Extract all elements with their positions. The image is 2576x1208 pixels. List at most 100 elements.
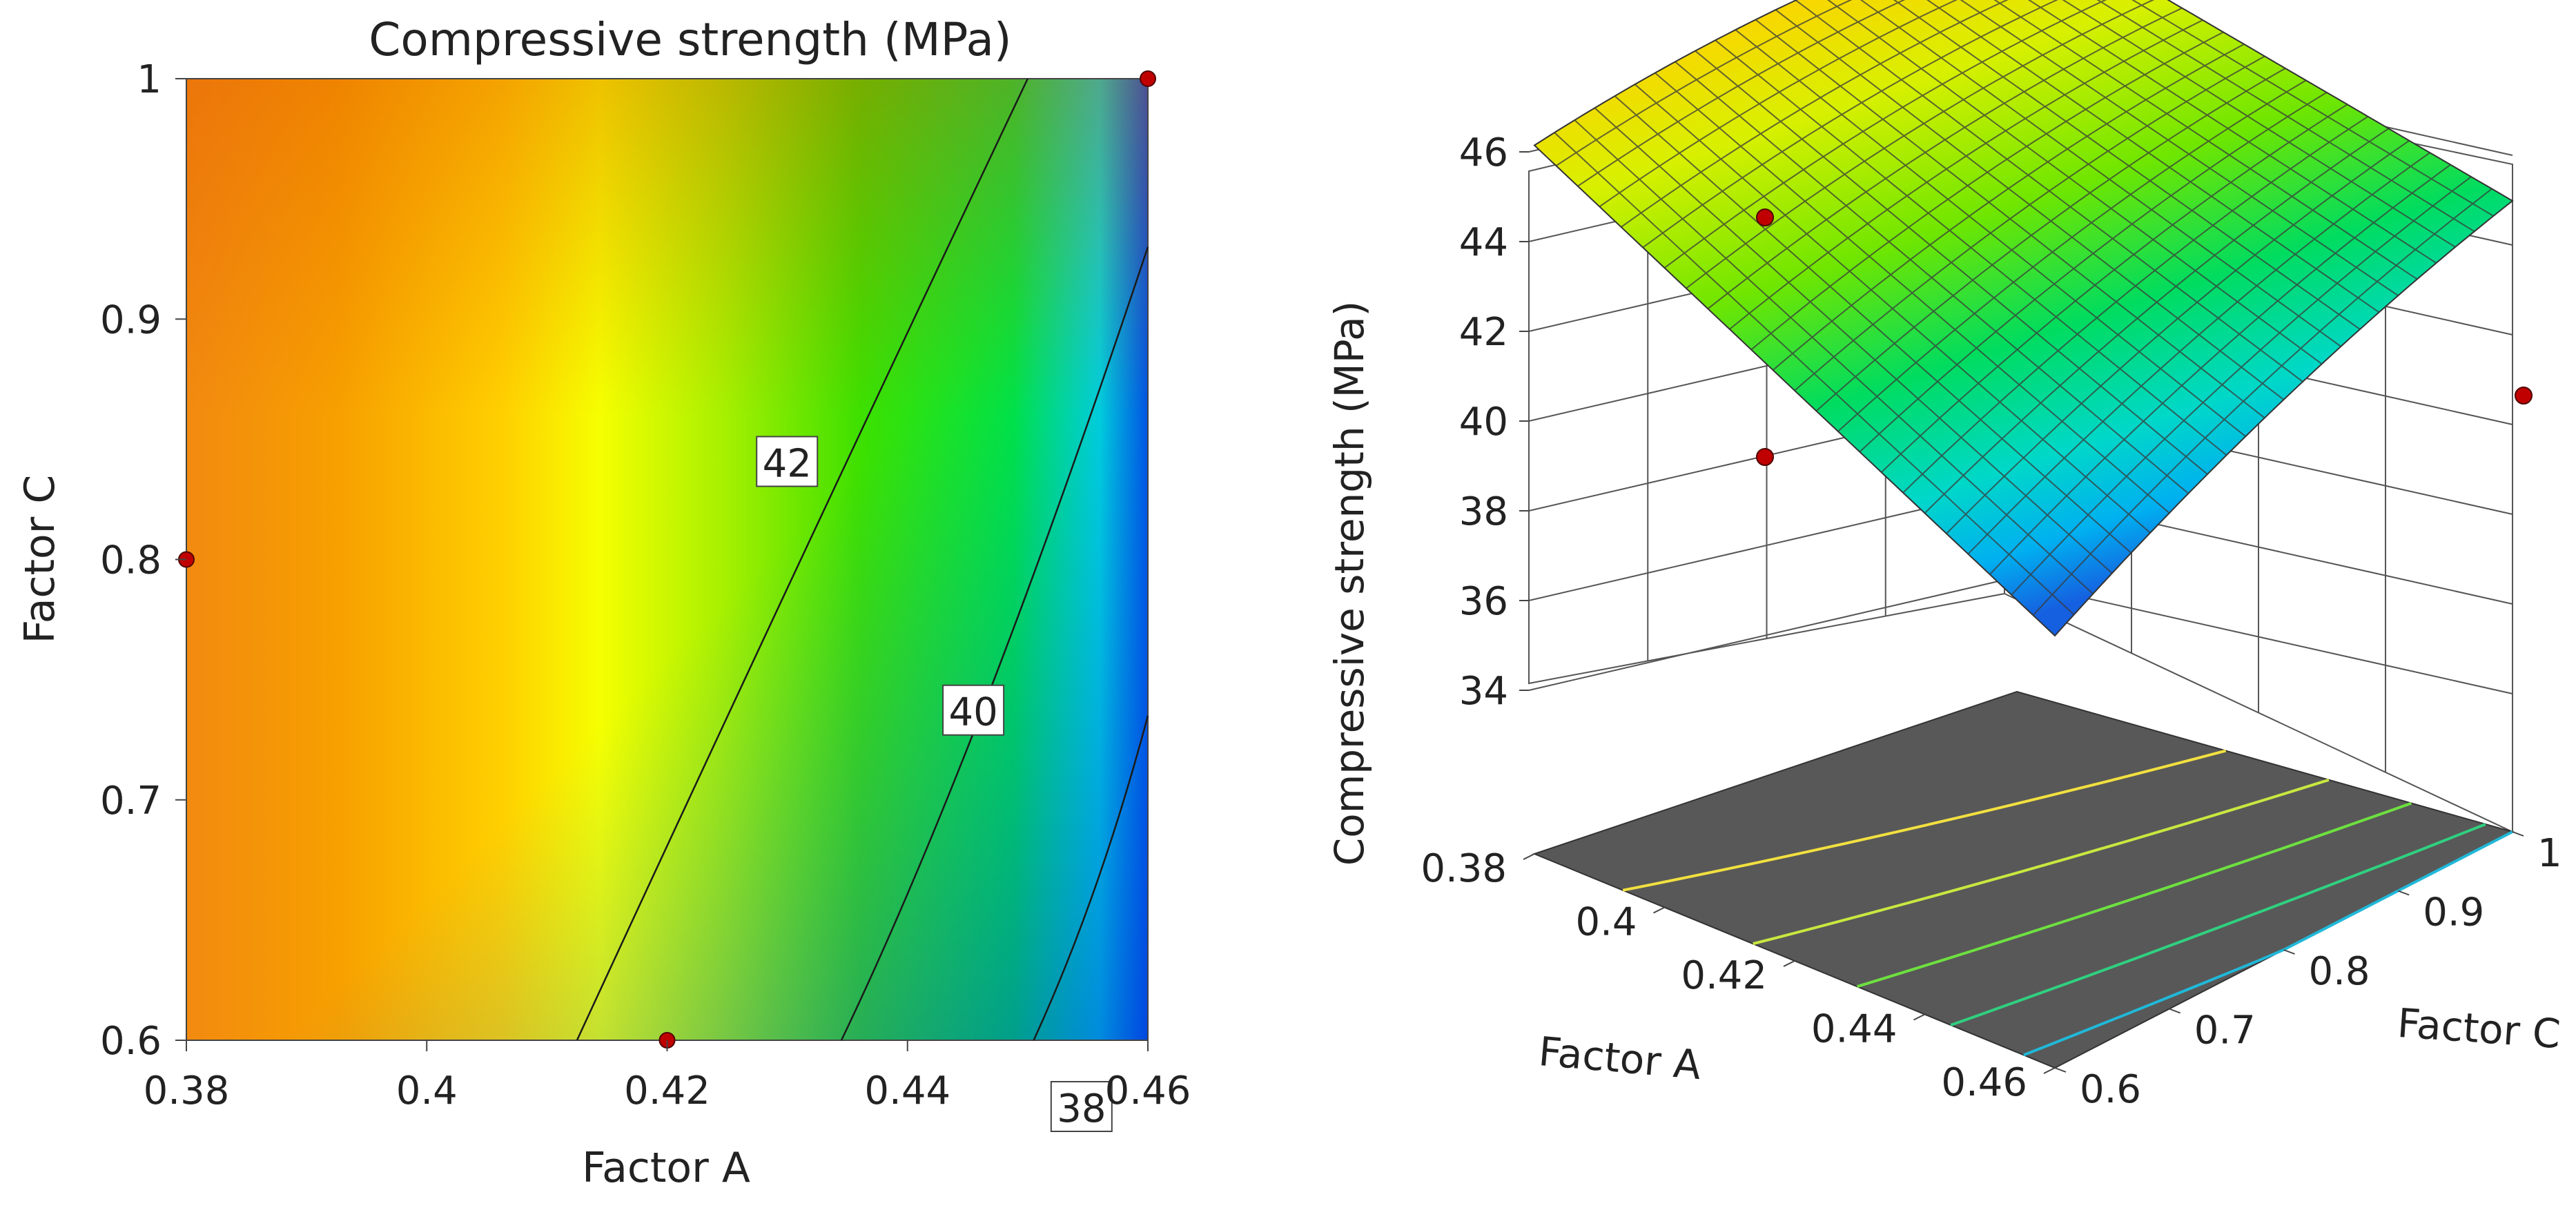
y-tick: [2512, 831, 2524, 837]
floor-contour: [1753, 778, 2330, 946]
x-tick-label: 0.4: [396, 1069, 458, 1113]
mesh-line: [1621, 0, 2009, 228]
mesh-line: [2062, 0, 2456, 248]
y-tick-label: 0.6: [2080, 1067, 2141, 1112]
wall-grid-line: [2004, 400, 2513, 515]
y-tick-label: 0.8: [2309, 949, 2370, 994]
design-point: [1756, 208, 1774, 226]
x-tick-label: 0.4: [1575, 900, 1637, 945]
surface-y-axis-label: Factor C: [2396, 1000, 2562, 1058]
x-tick-label: 0.38: [144, 1069, 230, 1113]
contour-y-axis-label: Factor C: [16, 475, 64, 644]
mesh-line: [1554, 132, 2075, 616]
mesh-line: [1993, 0, 2418, 280]
x-tick-label: 0.42: [1681, 953, 1767, 998]
contour-label: 40: [948, 690, 997, 735]
wall-grid-line: [2004, 130, 2513, 246]
mesh-line: [1642, 0, 2058, 249]
mesh-line: [1924, 128, 2390, 514]
wall-grid-line: [1528, 310, 2005, 422]
contour-label: 42: [763, 442, 812, 487]
z-tick-label: 42: [1459, 310, 1508, 355]
mesh-line: [1860, 0, 2341, 347]
y-tick: [2397, 890, 2410, 896]
y-tick-label: 0.9: [2423, 890, 2484, 935]
mesh-line: [1837, 79, 2307, 432]
contour-label-box: [1050, 1080, 1113, 1132]
wall-grid-line: [2004, 41, 2513, 156]
mesh-line: [1926, 0, 2380, 313]
mesh-line: [1989, 164, 2451, 575]
mesh-line: [1599, 0, 1958, 208]
wall-grid-line: [1528, 400, 2005, 512]
x-tick: [1523, 853, 1535, 860]
x-tick-label: 0.44: [1811, 1007, 1897, 1052]
contour-line: [576, 78, 1029, 1041]
contour-label-box: [756, 436, 819, 487]
y-tick: [2283, 949, 2295, 955]
surface-back-wall-left: [1528, 56, 2005, 685]
mesh-line: [1755, 19, 2265, 419]
x-tick-label: 0.44: [864, 1069, 950, 1113]
mesh-line: [1577, 0, 1906, 187]
wall-grid-line: [1528, 41, 2005, 153]
y-tick-label: 0.8: [100, 538, 162, 583]
contour-line: [1033, 715, 1149, 1041]
mesh-line: [1574, 119, 2094, 595]
mesh-line: [1881, 104, 2348, 473]
mesh-line: [1695, 50, 2208, 475]
contour-chart: 42 40 38 0.38 0.4 0.42 0.44 0.46 0.6 0.7 0.8 0.9 1…: [16, 13, 1191, 1192]
mesh-line: [1735, 29, 2246, 437]
mesh-line: [2096, 0, 2475, 233]
mesh-line: [1946, 139, 2410, 534]
y-tick: [2054, 1067, 2067, 1073]
mesh-line: [1594, 107, 2113, 574]
z-tick-label: 36: [1459, 579, 1508, 624]
mesh-line: [1655, 72, 2170, 514]
wall-grid-line: [2004, 310, 2513, 425]
mesh-line: [1827, 0, 2323, 365]
wall-grid-line: [1528, 130, 2005, 242]
mesh-line: [1686, 0, 2155, 289]
mesh-line: [1859, 92, 2328, 453]
design-point: [1140, 70, 1156, 87]
mesh-line: [1960, 0, 2399, 297]
floor-contour: [1856, 801, 2412, 988]
mesh-line: [1675, 61, 2189, 494]
contour-label: 38: [1057, 1087, 1106, 1131]
wall-grid-line: [1528, 489, 2005, 601]
y-tick: [2169, 1008, 2181, 1014]
wall-grid-line: [2004, 220, 2513, 335]
z-tick-label: 40: [1459, 400, 1508, 445]
wall-grid-line: [2004, 579, 2513, 694]
contour-shade-corner: [186, 79, 1148, 1040]
surface-z-axis-label: Compressive strength (MPa): [1326, 301, 1373, 866]
surface-x-axis-label: Factor A: [1536, 1028, 1703, 1089]
mesh-line: [1614, 95, 2132, 554]
x-tick: [1913, 1013, 1925, 1021]
x-tick: [1783, 960, 1795, 967]
surface-floor: [1532, 690, 2515, 1069]
z-tick-label: 34: [1459, 669, 1508, 714]
mesh-line: [1663, 0, 2107, 269]
mesh-line: [1893, 0, 2361, 330]
mesh-line: [1555, 0, 1853, 166]
y-tick-label: 0.9: [100, 298, 162, 342]
contour-label-box: [942, 684, 1005, 736]
floor-contour: [2023, 830, 2513, 1057]
wall-grid-line: [2004, 489, 2513, 605]
y-tick-label: 0.7: [2194, 1009, 2256, 1053]
x-tick-label: 0.42: [624, 1069, 710, 1113]
z-tick-label: 44: [1459, 220, 1508, 265]
mesh-line: [1794, 55, 2265, 391]
floor-contour: [1622, 749, 2227, 892]
mesh-line: [1772, 43, 2245, 371]
mesh-line: [1775, 9, 2285, 400]
mesh-line: [1815, 68, 2286, 412]
design-point: [2515, 387, 2533, 405]
mesh-line: [2027, 0, 2437, 264]
y-tick-label: 1: [2537, 831, 2562, 876]
mesh-line: [2032, 188, 2492, 616]
mesh-line: [1715, 39, 2227, 456]
